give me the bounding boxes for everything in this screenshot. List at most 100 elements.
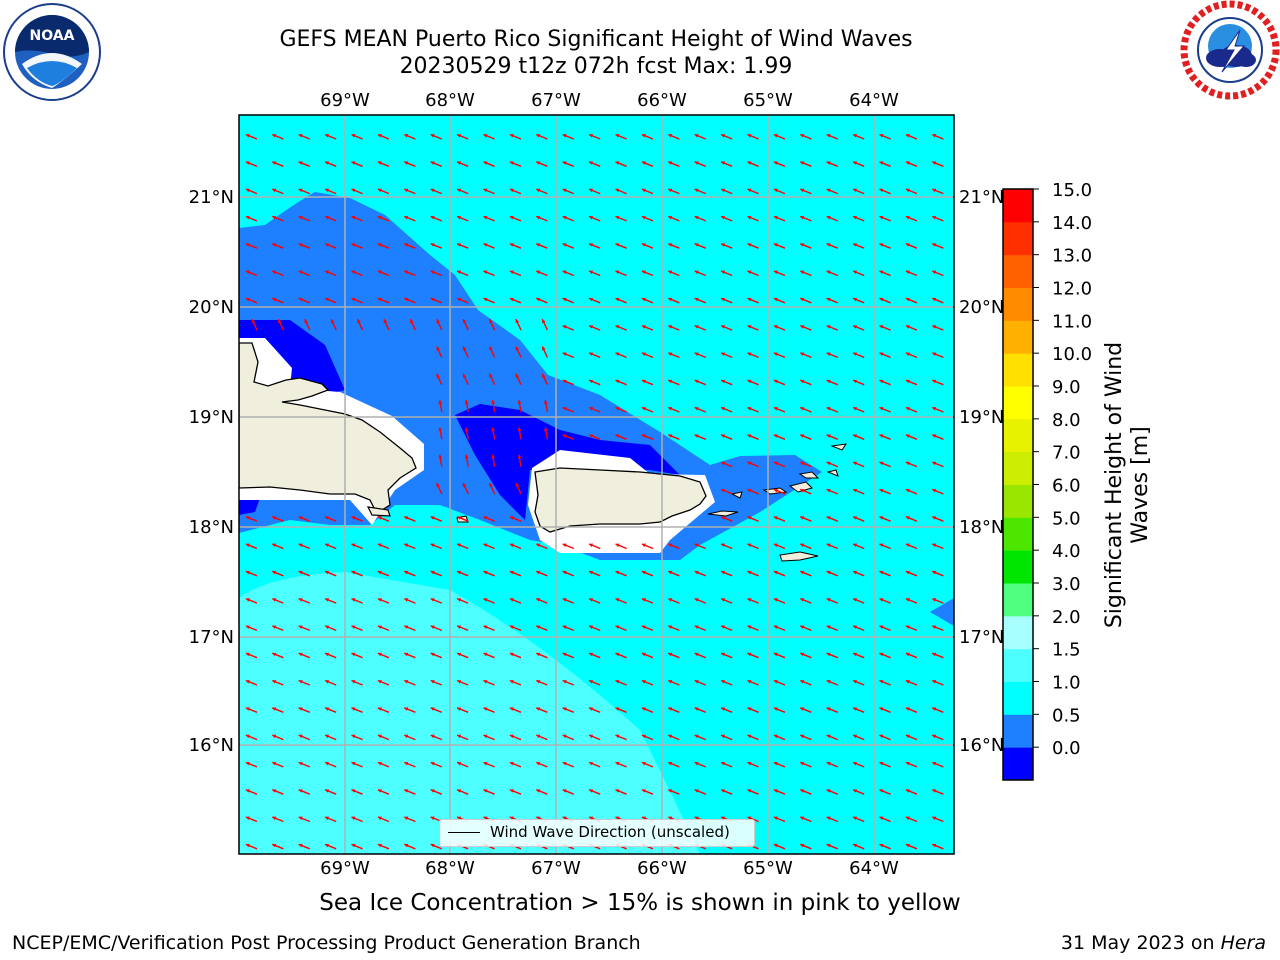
wave-direction-arrow — [351, 816, 363, 823]
wave-direction-arrow — [668, 270, 680, 277]
wave-direction-arrow — [773, 679, 786, 686]
wave-direction-arrow — [826, 379, 839, 386]
wave-direction-arrow — [615, 215, 627, 222]
lon-label-top: 66°W — [637, 90, 687, 111]
wave-direction-arrow — [668, 434, 680, 440]
wave-direction-arrow — [641, 379, 654, 386]
wave-direction-arrow — [536, 734, 548, 741]
lat-label-left: 20°N — [189, 297, 234, 318]
wave-direction-arrow — [436, 318, 443, 331]
wave-direction-arrow — [324, 516, 337, 522]
wave-direction-arrow — [668, 406, 680, 413]
wave-direction-arrow — [615, 543, 627, 550]
wave-direction-arrow — [720, 243, 733, 249]
wave-direction-arrow — [456, 679, 469, 686]
wave-direction-arrow — [404, 652, 416, 659]
wave-direction-arrow — [562, 734, 575, 741]
wave-direction-arrow — [615, 570, 627, 577]
wave-direction-arrow — [641, 597, 654, 604]
wave-direction-arrow — [720, 352, 733, 359]
colorbar-tick-label: 12.0 — [1052, 279, 1092, 300]
wave-direction-arrow — [879, 270, 891, 277]
wave-direction-arrow — [562, 761, 575, 768]
wave-direction-arrow — [747, 270, 759, 277]
wave-direction-arrow — [852, 243, 865, 249]
wave-direction-arrow — [536, 761, 548, 768]
wave-direction-arrow — [905, 270, 918, 277]
wave-direction-arrow — [641, 188, 654, 195]
wave-direction-arrow — [509, 597, 522, 604]
wave-direction-arrow — [615, 270, 627, 277]
wave-direction-arrow — [826, 761, 839, 768]
wave-direction-arrow — [562, 707, 575, 713]
lon-label-top: 65°W — [743, 90, 793, 111]
wave-direction-arrow — [800, 516, 812, 522]
wave-direction-arrow — [879, 789, 891, 795]
wave-direction-arrow — [298, 297, 311, 304]
wave-direction-arrow — [541, 346, 549, 358]
wave-direction-arrow — [826, 406, 839, 413]
colorbar-tick-label: 6.0 — [1052, 476, 1081, 497]
wave-direction-arrow — [694, 761, 707, 768]
wave-direction-arrow — [720, 570, 733, 577]
wave-direction-arrow — [905, 243, 918, 249]
wave-direction-arrow — [720, 652, 733, 659]
wave-direction-arrow — [826, 652, 839, 659]
wave-direction-arrow — [272, 543, 284, 550]
wave-direction-arrow — [404, 843, 416, 850]
wave-direction-arrow — [562, 543, 575, 550]
colorbar-swatch — [1003, 484, 1033, 518]
wave-direction-arrow — [905, 406, 918, 413]
wave-direction-arrow — [298, 625, 311, 632]
wave-direction-arrow — [694, 434, 707, 440]
colorbar-swatch — [1003, 714, 1033, 748]
wave-direction-arrow — [456, 215, 469, 222]
wave-direction-arrow — [245, 133, 258, 140]
colorbar-tick-label: 14.0 — [1052, 213, 1092, 234]
wave-direction-arrow — [852, 597, 865, 604]
wave-direction-arrow — [694, 789, 707, 795]
wave-direction-arrow — [351, 161, 363, 167]
wave-direction-arrow — [430, 133, 443, 140]
colorbar-tick-label: 7.0 — [1052, 443, 1081, 464]
wave-direction-arrow — [377, 625, 390, 632]
wave-direction-arrow — [668, 789, 680, 795]
wave-direction-arrow — [298, 734, 311, 741]
wave-direction-arrow — [668, 543, 680, 550]
wave-direction-arrow — [800, 488, 812, 495]
wave-direction-arrow — [800, 270, 812, 277]
wave-direction-arrow — [509, 188, 522, 195]
wave-direction-arrow — [562, 297, 575, 304]
wave-direction-arrow — [298, 243, 311, 249]
wave-direction-arrow — [272, 734, 284, 741]
wave-direction-arrow — [509, 734, 522, 741]
wave-direction-arrow — [272, 816, 284, 823]
wave-direction-arrow — [826, 434, 839, 440]
footer-date-text: 31 May 2023 on — [1060, 932, 1221, 954]
wave-direction-arrow — [588, 352, 601, 359]
wave-direction-arrow — [456, 625, 469, 632]
wave-direction-arrow — [826, 816, 839, 823]
lon-labels-bottom: 69°W 68°W 67°W 66°W 65°W 64°W — [320, 858, 899, 879]
wave-direction-arrow — [905, 789, 918, 795]
wave-direction-arrow — [694, 161, 707, 167]
colorbar: 15.0 14.0 13.0 12.0 11.0 10.0 9.0 8.0 7.0 6.0 5.0 4… — [1002, 180, 1092, 781]
wave-direction-arrow — [826, 734, 839, 741]
wave-direction-arrow — [324, 816, 337, 823]
wave-direction-arrow — [773, 297, 786, 304]
wave-direction-arrow — [826, 679, 839, 686]
wave-direction-arrow — [515, 373, 522, 385]
wave-direction-arrow — [747, 379, 759, 386]
wave-direction-arrow — [879, 597, 891, 604]
wave-direction-arrow — [588, 297, 601, 304]
wave-direction-arrow — [404, 679, 416, 686]
wave-direction-arrow — [430, 270, 443, 277]
wave-direction-arrow — [694, 270, 707, 277]
wave-direction-arrow — [430, 679, 443, 686]
wave-direction-arrow — [932, 516, 944, 522]
wave-direction-arrow — [245, 516, 258, 522]
wave-direction-arrow — [404, 161, 416, 167]
wave-direction-arrow — [536, 543, 548, 550]
wave-direction-arrow — [932, 243, 944, 249]
wave-direction-arrow — [826, 324, 839, 331]
